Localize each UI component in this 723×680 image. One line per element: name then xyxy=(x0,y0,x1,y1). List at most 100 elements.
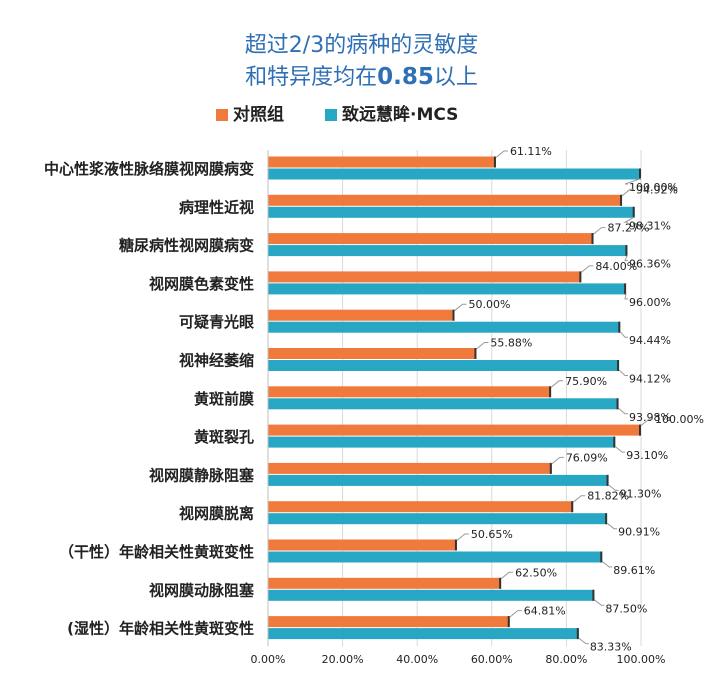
bar-mcs-1 xyxy=(268,206,635,218)
bar-mcs-0 xyxy=(268,168,641,180)
bar-mcs-3 xyxy=(268,283,627,295)
bar-cap-mcs-1 xyxy=(632,206,635,218)
x-tick-label-3: 60.00% xyxy=(471,653,513,666)
bar-cap-mcs-9 xyxy=(605,513,608,525)
category-label-5: 视神经萎缩 xyxy=(179,352,254,370)
category-label-7: 黄斑裂孔 xyxy=(194,428,254,446)
bar-cap-control-2 xyxy=(591,233,594,245)
legend: 对照组 致远慧眸·MCS xyxy=(0,103,723,127)
leader-control-2 xyxy=(593,227,606,235)
bar-cap-mcs-8 xyxy=(606,474,609,486)
bar-mcs-12 xyxy=(268,628,579,640)
bar-mcs-7 xyxy=(268,436,616,448)
bar-control-4 xyxy=(268,309,455,321)
value-label-control-3: 84.00% xyxy=(595,260,637,273)
bar-cap-mcs-11 xyxy=(592,589,595,601)
value-label-mcs-0: 100.00% xyxy=(629,181,678,194)
bar-control-1 xyxy=(268,194,623,206)
bar-control-5 xyxy=(268,348,477,359)
chart-title-line-1: 超过2/3的病种的灵敏度 xyxy=(244,33,479,58)
bar-cap-mcs-12 xyxy=(576,628,579,640)
leader-control-0 xyxy=(495,150,508,158)
bar-control-7 xyxy=(268,424,641,436)
bar-cap-control-3 xyxy=(579,271,582,283)
bar-control-11 xyxy=(268,577,502,589)
value-label-mcs-3: 96.00% xyxy=(629,296,671,309)
leader-control-10 xyxy=(456,533,469,541)
title-number: 0.85 xyxy=(377,64,434,90)
bar-control-9 xyxy=(268,501,574,513)
category-label-4: 可疑青光眼 xyxy=(179,313,254,331)
bar-control-0 xyxy=(268,156,496,168)
leader-control-9 xyxy=(572,495,586,503)
bar-cap-control-0 xyxy=(493,156,496,168)
value-label-mcs-10: 89.61% xyxy=(613,564,655,577)
leader-control-4 xyxy=(454,303,467,312)
value-label-mcs-9: 90.91% xyxy=(618,526,660,539)
category-label-12: (湿性）年龄相关性黄斑变性 xyxy=(67,620,254,638)
bar-cap-control-8 xyxy=(549,462,552,474)
value-label-control-1: 94.92% xyxy=(636,183,678,196)
bar-cap-control-9 xyxy=(571,501,574,513)
category-label-10: （干性）年龄相关性黄斑变性 xyxy=(59,543,254,561)
value-label-mcs-5: 94.12% xyxy=(629,373,671,386)
leader-control-11 xyxy=(500,571,514,580)
category-label-1: 病理性近视 xyxy=(179,198,254,216)
legend-swatch-control xyxy=(216,109,228,121)
bar-cap-control-12 xyxy=(507,616,510,628)
bar-cap-control-11 xyxy=(499,577,502,589)
x-tick-label-5: 100.00% xyxy=(617,653,666,666)
value-label-control-10: 50.65% xyxy=(471,528,513,541)
leader-mcs-5 xyxy=(618,369,628,376)
value-label-mcs-12: 83.33% xyxy=(590,641,632,654)
value-label-control-4: 50.00% xyxy=(469,298,511,311)
leader-mcs-3 xyxy=(624,293,628,300)
x-tick-label-2: 40.00% xyxy=(396,653,438,666)
value-label-control-0: 61.11% xyxy=(510,145,552,158)
leader-control-6 xyxy=(550,380,564,388)
category-label-3: 视网膜色素变性 xyxy=(149,275,254,293)
legend-label-mcs: 致远慧眸·MCS xyxy=(342,105,459,125)
title-prefix: 和特异度均在 xyxy=(245,65,378,90)
leader-mcs-6 xyxy=(618,407,628,415)
bar-control-3 xyxy=(268,271,582,283)
leader-mcs-4 xyxy=(619,331,628,338)
bar-cap-control-5 xyxy=(474,348,477,359)
chart-title-line-2: 和特异度均在0.85以上 xyxy=(0,62,723,93)
bar-mcs-11 xyxy=(268,589,595,601)
leader-mcs-12 xyxy=(578,637,589,645)
leader-mcs-1 xyxy=(623,216,635,223)
bar-cap-control-10 xyxy=(454,539,457,551)
value-label-mcs-8: 91.30% xyxy=(620,487,662,500)
legend-label-control: 对照组 xyxy=(233,105,284,125)
leader-control-5 xyxy=(476,342,489,350)
value-label-control-5: 55.88% xyxy=(490,337,532,350)
x-tick-label-4: 80.00% xyxy=(545,653,587,666)
leader-mcs-2 xyxy=(624,254,628,262)
bar-control-8 xyxy=(268,462,552,474)
leader-control-12 xyxy=(509,610,522,618)
bar-mcs-9 xyxy=(268,513,608,525)
legend-swatch-mcs xyxy=(325,109,337,121)
bar-control-2 xyxy=(268,233,594,245)
bar-cap-mcs-4 xyxy=(618,321,621,333)
bar-mcs-10 xyxy=(268,551,603,563)
value-label-control-7: 100.00% xyxy=(655,413,704,426)
value-label-control-11: 62.50% xyxy=(515,566,557,579)
bar-cap-mcs-5 xyxy=(617,360,620,371)
category-label-9: 视网膜脱离 xyxy=(179,505,254,523)
category-label-11: 视网膜动脉阻塞 xyxy=(149,581,255,599)
x-tick-label-1: 20.00% xyxy=(322,653,364,666)
leader-control-3 xyxy=(581,265,594,273)
bar-cap-control-4 xyxy=(452,309,455,321)
value-label-mcs-6: 93.98% xyxy=(629,411,671,424)
category-label-0: 中心性浆液性脉络膜视网膜病变 xyxy=(44,160,254,178)
leader-mcs-11 xyxy=(594,599,605,606)
value-label-mcs-4: 94.44% xyxy=(629,334,671,347)
bar-cap-mcs-3 xyxy=(624,283,627,295)
leader-mcs-10 xyxy=(601,561,613,568)
bar-cap-control-6 xyxy=(549,386,552,398)
bar-cap-mcs-7 xyxy=(613,436,616,448)
value-label-mcs-1: 98.31% xyxy=(629,219,671,232)
